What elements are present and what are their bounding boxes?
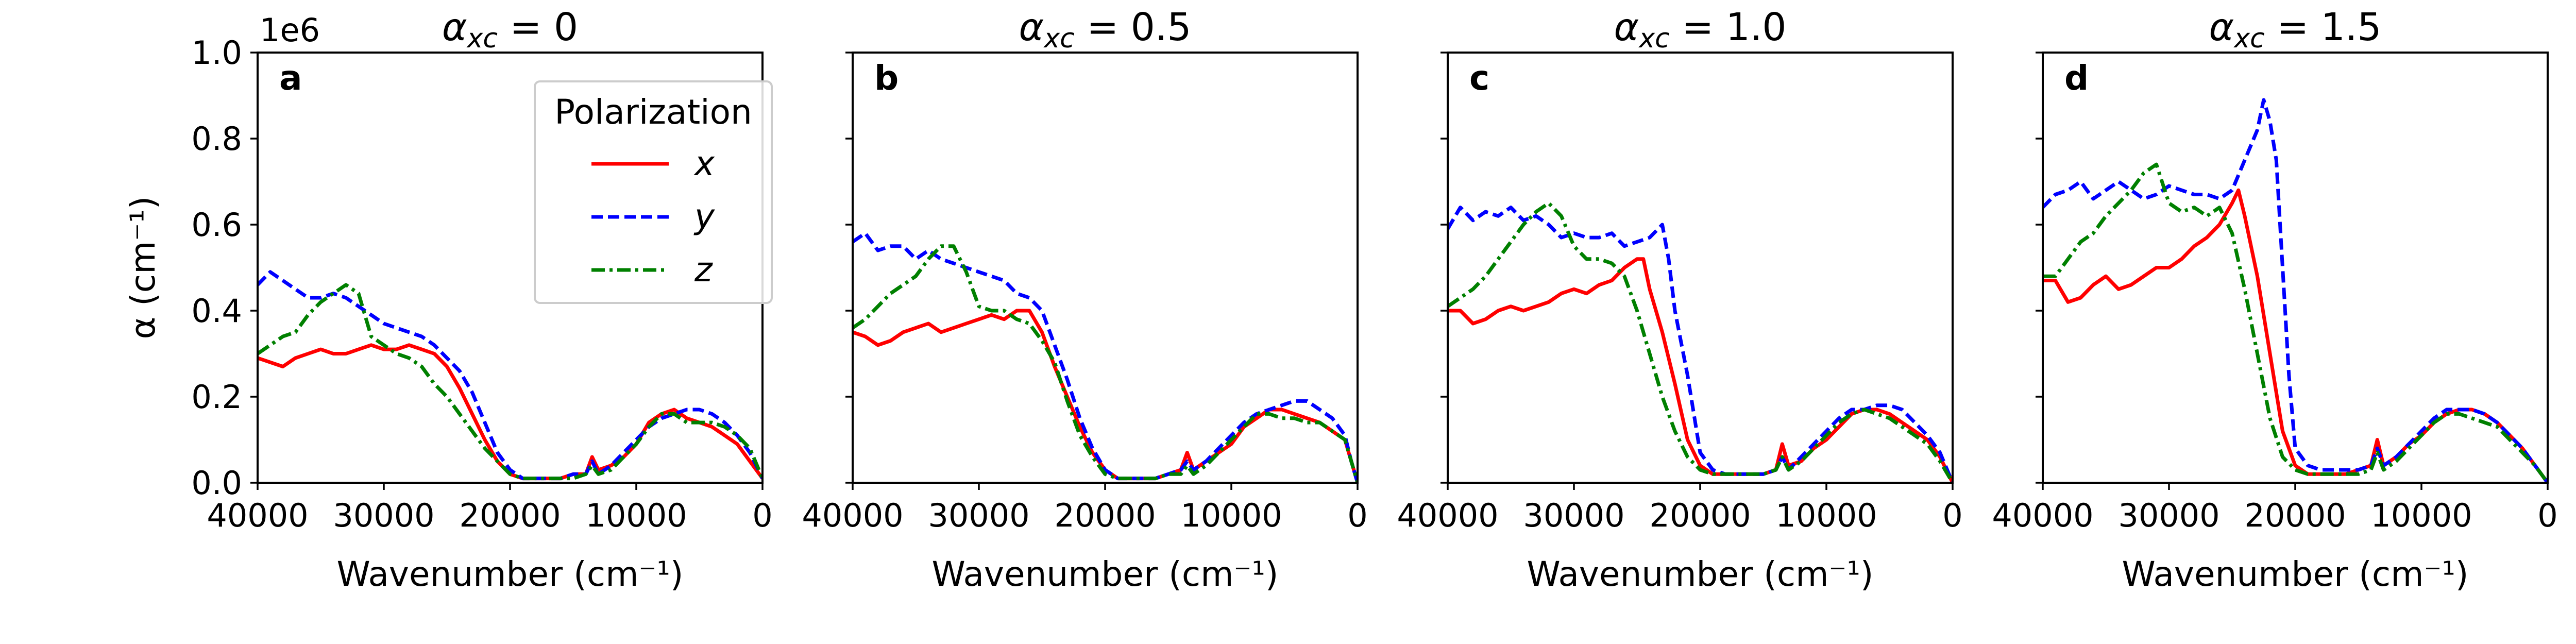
- series-line-z: [853, 244, 1358, 483]
- x-axis-label: Wavenumber (cm⁻¹): [2122, 554, 2468, 594]
- x-tick-label: 10000: [585, 497, 687, 534]
- x-tick-label: 0: [1942, 497, 1962, 534]
- series-line-x: [853, 309, 1358, 483]
- y-tick-label: 0.4: [191, 292, 242, 330]
- series-line-y: [258, 270, 762, 481]
- plot-frame: [1447, 52, 1954, 484]
- series-line-z: [1448, 201, 1953, 483]
- x-tick-label: 40000: [802, 497, 903, 534]
- legend-label-x: x: [693, 144, 715, 183]
- series-line-y: [1448, 206, 1953, 483]
- y-tick-label: 0.6: [191, 206, 242, 244]
- x-tick-label: 0: [752, 497, 772, 534]
- x-axis-label: Wavenumber (cm⁻¹): [336, 554, 683, 594]
- legend: Polarization xyz: [534, 80, 773, 304]
- x-tick-label: 20000: [459, 497, 561, 534]
- panel-letter: a: [279, 58, 302, 98]
- series-line-y: [2043, 98, 2548, 483]
- series-line-x: [258, 343, 762, 481]
- panel-d: 40000 30000 20000 10000 0 Wavenumber (cm⁻¹) αx…: [1992, 5, 2557, 594]
- x-tick-label: 10000: [2370, 497, 2472, 534]
- x-tick-label: 40000: [1397, 497, 1498, 534]
- legend-title: Polarization: [554, 92, 752, 132]
- x-axis-label: Wavenumber (cm⁻¹): [931, 554, 1278, 594]
- panel-a: 40000 30000 20000 10000 0 0.0 0.2 0.4 0.6 0.8 1.0 W…: [123, 5, 773, 594]
- x-tick-label: 30000: [1523, 497, 1624, 534]
- panel-letter: d: [2064, 58, 2089, 98]
- panel-title: αxc = 1.0: [1614, 5, 1787, 54]
- panel-b: 40000 30000 20000 10000 0 Wavenumber (cm⁻¹) αx…: [802, 5, 1367, 594]
- x-tick-label: 30000: [928, 497, 1029, 534]
- y-offset-label: 1e6: [260, 11, 320, 49]
- x-tick-label: 10000: [1775, 497, 1877, 534]
- x-tick-label: 40000: [207, 497, 308, 534]
- y-tick-label: 0.0: [191, 464, 242, 502]
- series-line-y: [853, 231, 1358, 483]
- panel-title: αxc = 0: [442, 5, 578, 54]
- x-tick-label: 30000: [2118, 497, 2219, 534]
- legend-label-z: z: [694, 250, 713, 290]
- y-axis-label: α (cm⁻¹): [123, 196, 163, 340]
- panel-title: αxc = 0.5: [1019, 5, 1192, 54]
- y-tick-label: 1.0: [191, 34, 242, 72]
- x-axis-label: Wavenumber (cm⁻¹): [1527, 554, 1873, 594]
- x-tick-label: 10000: [1180, 497, 1282, 534]
- legend-label-y: y: [693, 197, 715, 236]
- y-tick-label: 0.8: [191, 120, 242, 158]
- plot-frame: [852, 52, 1359, 484]
- panel-title: αxc = 1.5: [2209, 5, 2382, 54]
- x-tick-label: 20000: [2244, 497, 2346, 534]
- panel-letter: c: [1469, 58, 1489, 98]
- x-tick-label: 20000: [1649, 497, 1751, 534]
- x-tick-label: 30000: [333, 497, 434, 534]
- x-tick-label: 0: [1347, 497, 1367, 534]
- x-tick-label: 40000: [1992, 497, 2093, 534]
- x-tick-label: 0: [2537, 497, 2557, 534]
- x-tick-label: 20000: [1054, 497, 1156, 534]
- legend-box: [534, 80, 773, 304]
- series-line-z: [258, 283, 762, 481]
- panel-c: 40000 30000 20000 10000 0 Wavenumber (cm⁻¹) αx…: [1397, 5, 1962, 594]
- panel-letter: b: [874, 58, 899, 98]
- series-line-z: [2043, 162, 2548, 483]
- y-tick-label: 0.2: [191, 378, 242, 416]
